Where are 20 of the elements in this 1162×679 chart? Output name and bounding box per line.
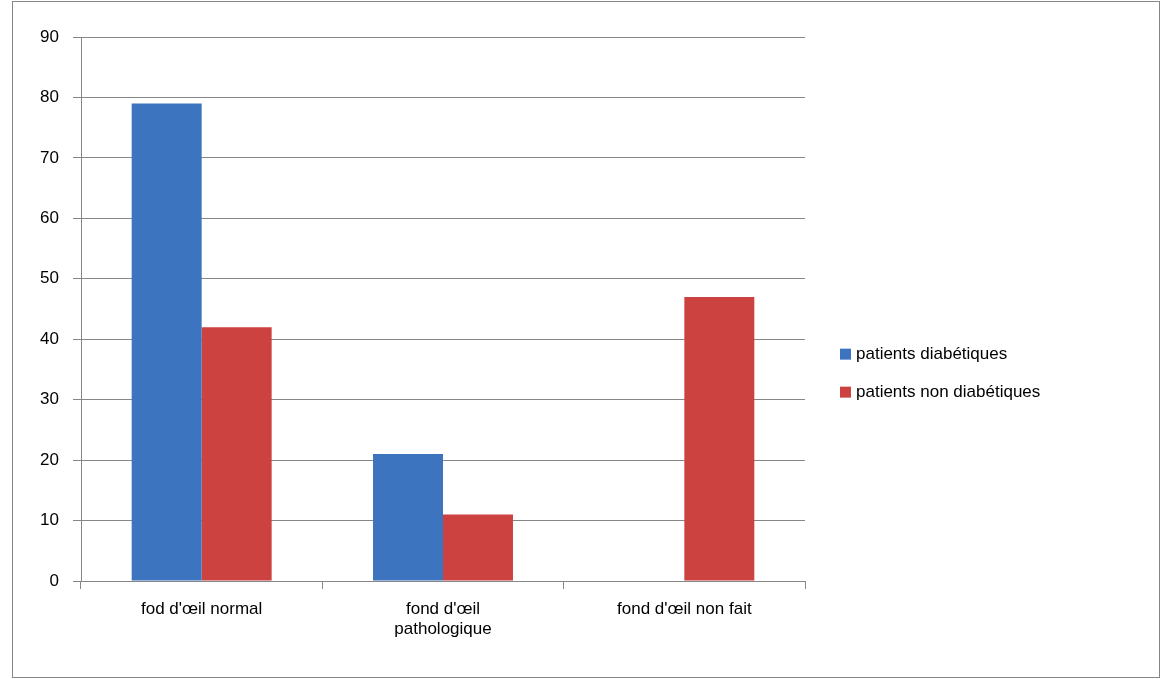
x-tick-label: fond d'œil non fait — [617, 598, 752, 618]
y-tick-label: 90 — [40, 26, 59, 46]
bar — [443, 514, 513, 581]
y-tick-label: 10 — [40, 510, 59, 530]
x-tick-label: fod d'œil normal — [140, 598, 263, 618]
y-tick-label: 50 — [40, 268, 59, 288]
y-tick-label: 40 — [40, 328, 59, 348]
x-tick-label: fond d'œil pathologique — [394, 598, 492, 639]
y-tick-label: 0 — [49, 570, 59, 590]
y-tick-label: 60 — [40, 208, 59, 228]
bar — [131, 103, 202, 581]
y-tick-label: 20 — [40, 449, 59, 469]
legend-label: patients non diabétiques — [856, 382, 1041, 402]
legend-label: patients diabétiques — [856, 344, 1008, 364]
bar — [201, 327, 272, 581]
y-tick-label: 80 — [40, 87, 59, 107]
bar — [373, 454, 443, 581]
y-tick-label: 70 — [40, 147, 59, 167]
bar — [684, 296, 755, 581]
y-tick-label: 30 — [40, 389, 59, 409]
